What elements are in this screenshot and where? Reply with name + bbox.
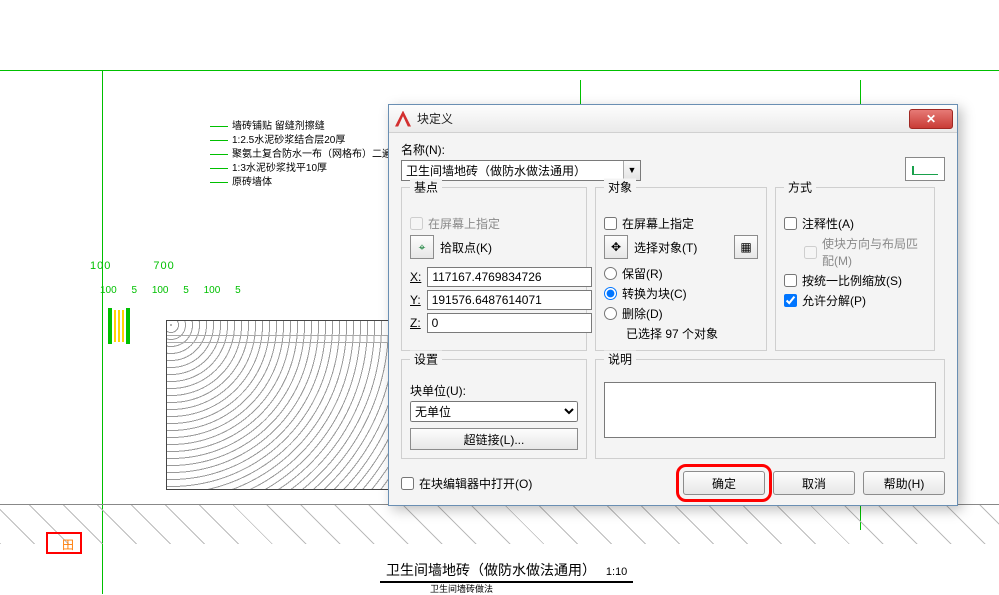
radio-label: 转换为块(C): [622, 285, 687, 302]
match-orientation-checkbox: 使块方向与布局匹配(M): [804, 235, 926, 269]
checkbox-label: 在块编辑器中打开(O): [419, 475, 532, 492]
convert-radio[interactable]: 转换为块(C): [604, 285, 758, 302]
titlebar[interactable]: 块定义 ✕: [389, 105, 957, 133]
scale-uniform-checkbox[interactable]: 按统一比例缩放(S): [784, 272, 926, 289]
description-group: 说明: [595, 359, 945, 459]
cad-detail: [108, 308, 163, 348]
cad-ground-hatch: [0, 504, 999, 544]
block-definition-dialog: 块定义 ✕ 名称(N): ▼ 基点 在屏幕上指定: [388, 104, 958, 506]
quick-select-button[interactable]: ▦: [734, 235, 758, 259]
group-legend: 基点: [410, 179, 442, 196]
help-button[interactable]: 帮助(H): [863, 471, 945, 495]
dim-value: 100: [152, 285, 169, 296]
z-label: Z:: [410, 316, 421, 330]
group-legend: 对象: [604, 179, 636, 196]
y-label: Y:: [410, 293, 421, 307]
drawing-scale: 1:10: [606, 566, 627, 578]
basepoint-onscreen-checkbox[interactable]: 在屏幕上指定: [410, 215, 578, 232]
cad-line: [0, 70, 999, 71]
select-objects-label: 选择对象(T): [634, 239, 728, 256]
cancel-button[interactable]: 取消: [773, 471, 855, 495]
dim-value: 5: [183, 285, 189, 296]
retain-radio[interactable]: 保留(R): [604, 265, 758, 282]
checkbox-label: 在屏幕上指定: [428, 215, 500, 232]
name-input[interactable]: [402, 164, 623, 178]
checkbox-label: 按统一比例缩放(S): [802, 272, 902, 289]
block-preview: [905, 157, 945, 181]
drawing-title: 卫生间墙地砖（做防水做法通用） 1:10: [380, 560, 633, 583]
dim-value: 100: [90, 260, 111, 272]
checkbox-label: 注释性(A): [802, 215, 854, 232]
checkbox-label: 允许分解(P): [802, 292, 866, 309]
dim-value: 700: [153, 260, 174, 272]
group-legend: 说明: [604, 351, 636, 368]
z-input[interactable]: [427, 313, 592, 333]
hyperlink-button[interactable]: 超链接(L)...: [410, 428, 578, 450]
dim-value: 100: [204, 285, 221, 296]
description-textarea[interactable]: [604, 382, 936, 438]
allow-explode-checkbox[interactable]: 允许分解(P): [784, 292, 926, 309]
group-legend: 方式: [784, 179, 816, 196]
drawing-subtitle: 卫生间墙砖做法: [430, 582, 493, 595]
dim-value: 5: [235, 285, 241, 296]
drawing-title-text: 卫生间墙地砖（做防水做法通用）: [386, 562, 596, 578]
group-legend: 设置: [410, 351, 442, 368]
annotative-checkbox[interactable]: 注释性(A): [784, 215, 926, 232]
cad-note: 原砖墙体: [232, 177, 272, 188]
pick-point-label: 拾取点(K): [440, 239, 492, 256]
objects-group: 对象 在屏幕上指定 ✥ 选择对象(T) ▦ 保留(R) 转换为块(C): [595, 187, 767, 351]
checkbox-label: 使块方向与布局匹配(M): [822, 235, 926, 269]
selection-status: 已选择 97 个对象: [626, 325, 758, 342]
name-label: 名称(N):: [401, 141, 895, 158]
dimension-row: 100 5 100 5 100 5: [100, 285, 253, 296]
x-input[interactable]: [427, 267, 592, 287]
y-input[interactable]: [427, 290, 592, 310]
basepoint-group: 基点 在屏幕上指定 ⌖ 拾取点(K) X: Y: Z: [401, 187, 587, 351]
radio-label: 删除(D): [622, 305, 663, 322]
x-label: X:: [410, 270, 421, 284]
dimension-row: 100 700: [90, 260, 213, 272]
units-label: 块单位(U):: [410, 384, 466, 398]
cad-note: 墙砖铺贴 留缝剂擦缝: [232, 121, 325, 132]
glyph-icon: 田: [62, 536, 74, 553]
delete-radio[interactable]: 删除(D): [604, 305, 758, 322]
settings-group: 设置 块单位(U): 无单位 超链接(L)...: [401, 359, 587, 459]
select-objects-button[interactable]: ✥: [604, 235, 628, 259]
ok-button[interactable]: 确定: [683, 471, 765, 495]
units-select[interactable]: 无单位: [410, 401, 578, 422]
checkbox-label: 在屏幕上指定: [622, 215, 694, 232]
open-in-editor-checkbox[interactable]: 在块编辑器中打开(O): [401, 475, 532, 492]
dim-value: 5: [131, 285, 137, 296]
dim-value: 100: [100, 285, 117, 296]
chevron-down-icon[interactable]: ▼: [623, 161, 640, 180]
objects-onscreen-checkbox[interactable]: 在屏幕上指定: [604, 215, 758, 232]
dialog-title: 块定义: [417, 110, 909, 127]
behavior-group: 方式 注释性(A) 使块方向与布局匹配(M) 按统一比例缩放(S) 允许分解(P…: [775, 187, 935, 351]
close-button[interactable]: ✕: [909, 109, 953, 129]
cad-note: 1:3水泥砂浆找平10厚: [232, 163, 327, 174]
cad-note: 1:2.5水泥砂浆结合层20厚: [232, 135, 345, 146]
autocad-icon: [395, 111, 411, 127]
pick-point-button[interactable]: ⌖: [410, 235, 434, 259]
radio-label: 保留(R): [622, 265, 663, 282]
